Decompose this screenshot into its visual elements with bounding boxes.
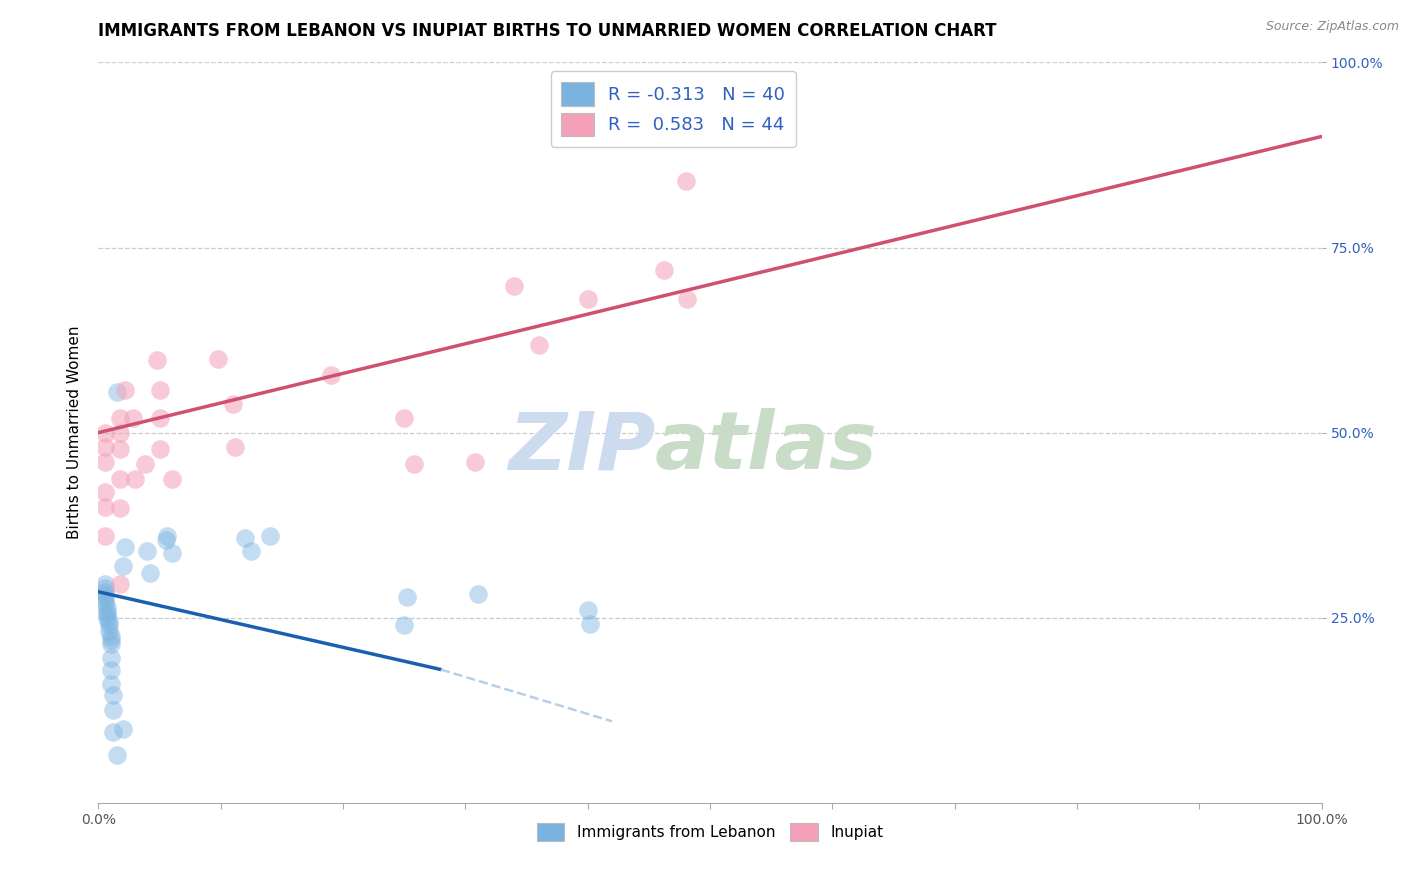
Point bbox=[675, 293, 697, 307]
Point bbox=[224, 441, 246, 455]
Point bbox=[160, 471, 183, 485]
Point bbox=[98, 624, 121, 638]
Point bbox=[156, 529, 179, 543]
Point bbox=[101, 703, 124, 717]
Point bbox=[527, 338, 550, 352]
Point bbox=[139, 566, 162, 581]
Point bbox=[100, 629, 122, 643]
Point bbox=[100, 632, 122, 647]
Point bbox=[124, 471, 146, 485]
Point bbox=[96, 605, 118, 619]
Point bbox=[686, 116, 709, 130]
Point bbox=[576, 603, 599, 617]
Point bbox=[100, 651, 122, 665]
Point bbox=[682, 87, 704, 101]
Point bbox=[93, 529, 115, 543]
Point bbox=[105, 384, 128, 399]
Point bbox=[93, 584, 115, 599]
Point bbox=[121, 410, 143, 425]
Point bbox=[576, 293, 599, 307]
Point bbox=[110, 577, 132, 591]
Y-axis label: Births to Unmarried Women: Births to Unmarried Women bbox=[67, 326, 83, 540]
Text: Source: ZipAtlas.com: Source: ZipAtlas.com bbox=[1265, 20, 1399, 33]
Point bbox=[591, 116, 613, 130]
Point bbox=[93, 455, 115, 469]
Point bbox=[160, 545, 183, 559]
Text: ZIP: ZIP bbox=[508, 409, 655, 486]
Point bbox=[134, 457, 156, 471]
Point bbox=[93, 500, 115, 514]
Point bbox=[100, 637, 122, 651]
Point bbox=[100, 677, 122, 691]
Point bbox=[637, 87, 661, 101]
Point bbox=[93, 425, 115, 440]
Point bbox=[96, 599, 118, 614]
Point bbox=[100, 663, 122, 677]
Point bbox=[155, 533, 177, 547]
Point bbox=[146, 353, 169, 368]
Point bbox=[675, 174, 697, 188]
Legend: Immigrants from Lebanon, Inupiat: Immigrants from Lebanon, Inupiat bbox=[530, 817, 890, 847]
Point bbox=[93, 581, 115, 595]
Point bbox=[93, 596, 115, 610]
Point bbox=[467, 587, 489, 601]
Point bbox=[319, 368, 342, 382]
Point bbox=[110, 425, 132, 440]
Point bbox=[96, 607, 118, 621]
Point bbox=[650, 116, 672, 130]
Point bbox=[662, 87, 685, 101]
Point bbox=[402, 457, 425, 471]
Point bbox=[136, 544, 159, 558]
Point bbox=[105, 747, 128, 762]
Point bbox=[240, 544, 263, 558]
Point bbox=[149, 442, 172, 456]
Point bbox=[93, 589, 115, 603]
Point bbox=[111, 558, 134, 573]
Point bbox=[96, 610, 118, 624]
Point bbox=[111, 722, 134, 736]
Point bbox=[98, 618, 121, 632]
Point bbox=[676, 87, 699, 101]
Point bbox=[392, 618, 416, 632]
Point bbox=[93, 484, 115, 499]
Point bbox=[579, 616, 602, 631]
Point bbox=[392, 410, 416, 425]
Point bbox=[259, 529, 281, 543]
Point bbox=[101, 689, 124, 703]
Point bbox=[114, 541, 136, 555]
Point bbox=[98, 615, 121, 629]
Point bbox=[93, 441, 115, 455]
Point bbox=[110, 501, 132, 516]
Text: atlas: atlas bbox=[655, 409, 877, 486]
Point bbox=[652, 262, 675, 277]
Point bbox=[149, 410, 172, 425]
Point bbox=[464, 455, 486, 469]
Point bbox=[233, 531, 256, 545]
Point bbox=[613, 87, 636, 101]
Point bbox=[110, 410, 132, 425]
Point bbox=[149, 383, 172, 397]
Text: IMMIGRANTS FROM LEBANON VS INUPIAT BIRTHS TO UNMARRIED WOMEN CORRELATION CHART: IMMIGRANTS FROM LEBANON VS INUPIAT BIRTH… bbox=[98, 22, 997, 40]
Point bbox=[110, 471, 132, 485]
Point bbox=[589, 87, 612, 101]
Point bbox=[114, 383, 136, 397]
Point bbox=[101, 725, 124, 739]
Point bbox=[503, 279, 526, 293]
Point bbox=[207, 351, 229, 366]
Point bbox=[395, 590, 418, 604]
Point bbox=[110, 442, 132, 456]
Point bbox=[689, 87, 711, 101]
Point bbox=[222, 397, 245, 411]
Point bbox=[93, 592, 115, 607]
Point bbox=[93, 577, 115, 591]
